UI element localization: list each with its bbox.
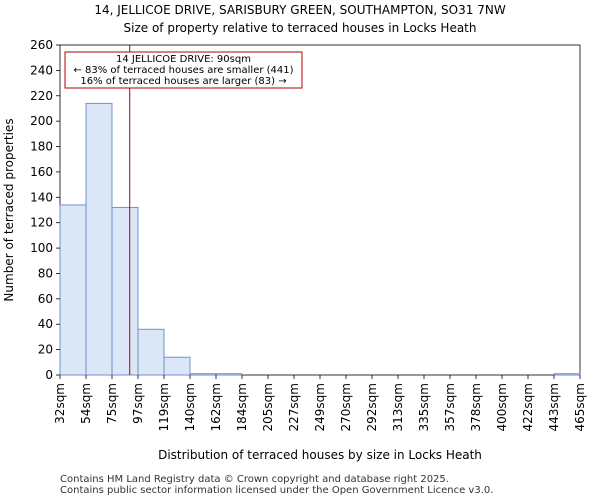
x-tick-label: 54sqm xyxy=(79,383,93,424)
annotation-box xyxy=(64,51,303,89)
y-tick-label: 180 xyxy=(30,140,53,154)
y-tick-label: 160 xyxy=(30,165,53,179)
y-tick-label: 80 xyxy=(38,266,53,280)
bar-32sqm xyxy=(59,204,87,376)
y-tick-label: 260 xyxy=(30,38,53,52)
x-tick-label: 313sqm xyxy=(391,383,405,431)
bar-140sqm xyxy=(189,373,217,376)
footer-line-1: Contains HM Land Registry data © Crown c… xyxy=(60,474,449,485)
x-tick-label: 162sqm xyxy=(209,383,223,431)
x-tick-label: 335sqm xyxy=(417,383,431,431)
bar-119sqm xyxy=(163,356,191,376)
y-tick-label: 200 xyxy=(30,114,53,128)
chart-title: 14, JELLICOE DRIVE, SARISBURY GREEN, SOU… xyxy=(94,3,506,35)
y-tick-label: 20 xyxy=(38,343,53,357)
x-tick-label: 140sqm xyxy=(183,383,197,431)
y-axis-label: Number of terraced properties xyxy=(2,118,16,301)
x-tick-label: 75sqm xyxy=(105,383,119,424)
x-tick-label: 292sqm xyxy=(365,383,379,431)
x-tick-label: 270sqm xyxy=(339,383,353,431)
bar-75sqm xyxy=(111,206,139,376)
chart-title-line-1: 14, JELLICOE DRIVE, SARISBURY GREEN, SOU… xyxy=(94,3,506,17)
x-tick-label: 465sqm xyxy=(573,383,587,431)
x-tick-label: 378sqm xyxy=(469,383,483,431)
y-tick-label: 100 xyxy=(30,241,53,255)
x-tick-label: 249sqm xyxy=(313,383,327,431)
bar-97sqm xyxy=(137,328,165,376)
x-tick-label: 97sqm xyxy=(131,383,145,424)
annotation-line-2: ← 83% of terraced houses are smaller (44… xyxy=(73,65,293,76)
x-tick-label: 422sqm xyxy=(521,383,535,431)
y-tick-label: 140 xyxy=(30,190,53,204)
y-tick-label: 220 xyxy=(30,89,53,103)
x-tick-label: 184sqm xyxy=(235,383,249,431)
annotation-line-3: 16% of terraced houses are larger (83) → xyxy=(80,76,286,87)
chart-title-line-2: Size of property relative to terraced ho… xyxy=(124,21,477,35)
y-tick-label: 240 xyxy=(30,63,53,77)
footer-line-2: Contains public sector information licen… xyxy=(60,485,494,496)
x-tick-label: 357sqm xyxy=(443,383,457,431)
x-tick-label: 400sqm xyxy=(495,383,509,431)
y-tick-label: 60 xyxy=(38,292,53,306)
x-tick-label: 227sqm xyxy=(287,383,301,431)
x-tick-label: 205sqm xyxy=(261,383,275,431)
x-tick-label: 32sqm xyxy=(53,383,67,424)
annotation-line-1: 14 JELLICOE DRIVE: 90sqm xyxy=(116,54,251,65)
y-tick-label: 0 xyxy=(45,368,53,382)
x-tick-label: 443sqm xyxy=(547,383,561,431)
x-tick-label: 119sqm xyxy=(157,383,171,431)
y-tick-label: 40 xyxy=(38,317,53,331)
y-tick-label: 120 xyxy=(30,216,53,230)
bar-443sqm xyxy=(553,373,581,376)
bar-162sqm xyxy=(215,373,243,376)
x-axis-label: Distribution of terraced houses by size … xyxy=(158,448,482,462)
bar-54sqm xyxy=(85,102,113,376)
